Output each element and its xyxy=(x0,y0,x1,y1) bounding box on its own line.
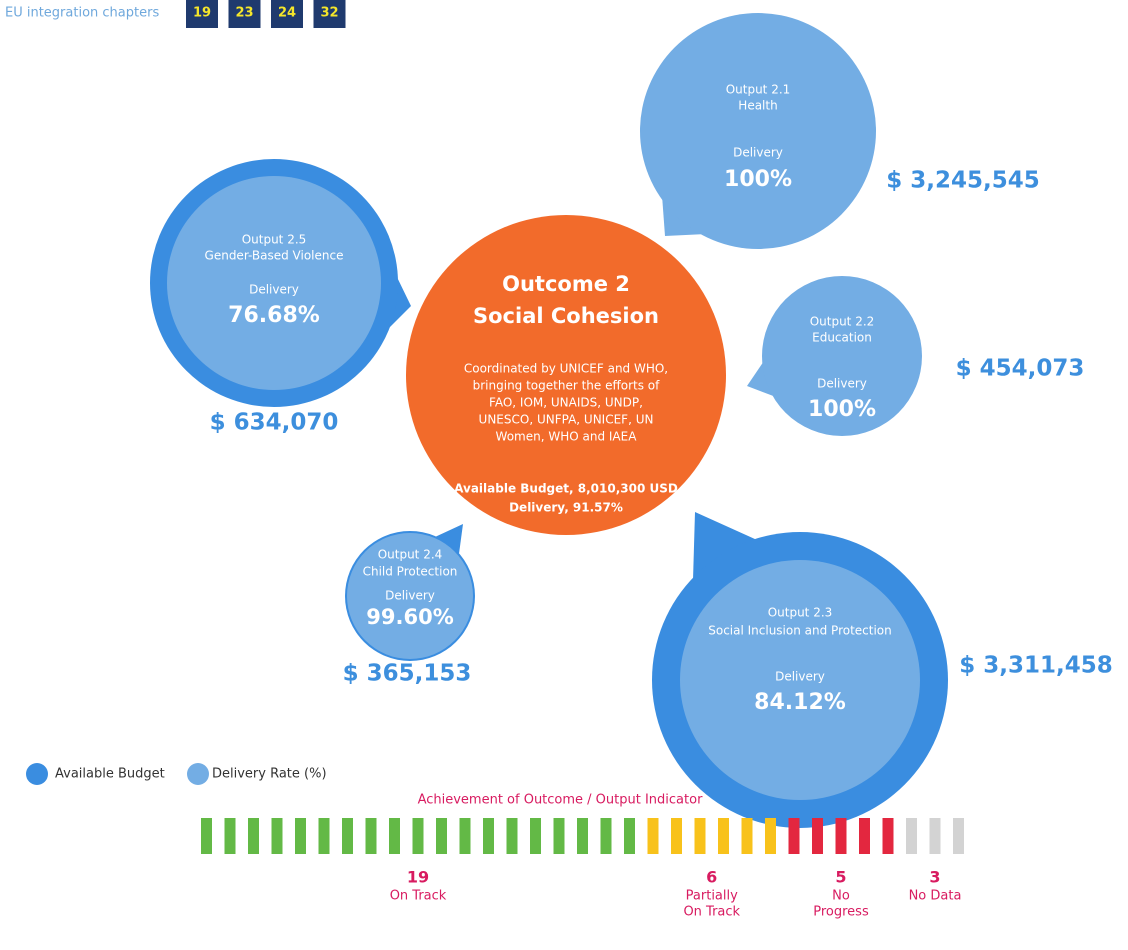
indicator-bar xyxy=(389,818,400,854)
output-name: Output 2.3 xyxy=(768,606,833,620)
delivery-bubble xyxy=(680,560,920,800)
indicator-bar xyxy=(647,818,659,854)
delivery-bubble xyxy=(347,533,473,659)
indicator-bar xyxy=(600,818,612,854)
output-name: Output 2.5 xyxy=(242,233,307,247)
outcome-bubble xyxy=(406,215,726,535)
indicator-count: 5 xyxy=(835,868,846,887)
delivery-value: 100% xyxy=(808,397,876,422)
indicator-label: Partially xyxy=(686,889,738,904)
indicator-bar xyxy=(506,818,518,854)
indicator-bar xyxy=(765,818,776,854)
legend-swatch xyxy=(26,763,48,785)
legend-label: Available Budget xyxy=(55,767,165,782)
delivery-value: 99.60% xyxy=(366,605,453,629)
output-budget: $ 365,153 xyxy=(343,661,472,687)
chapter-number: 19 xyxy=(193,6,211,21)
delivery-label: Delivery xyxy=(385,589,435,603)
output-name: Output 2.4 xyxy=(378,548,443,562)
indicator-bar xyxy=(741,818,753,854)
chapter-number: 24 xyxy=(278,6,296,21)
indicator-count: 19 xyxy=(407,868,429,887)
output-theme: Gender-Based Violence xyxy=(205,249,344,263)
header-label: EU integration chapters xyxy=(5,6,159,21)
delivery-value: 100% xyxy=(724,167,792,192)
output-budget: $ 634,070 xyxy=(210,410,339,436)
indicator-bar xyxy=(553,818,565,854)
indicator-title: Achievement of Outcome / Output Indicato… xyxy=(418,793,704,808)
delivery-label: Delivery xyxy=(733,146,783,160)
indicator-bar xyxy=(694,818,706,854)
chapter-number: 32 xyxy=(320,6,338,21)
outcome-budget: Available Budget, 8,010,300 USD xyxy=(454,482,678,496)
output-name: Output 2.2 xyxy=(810,315,875,329)
chapter-box xyxy=(313,0,346,28)
indicator-count: 3 xyxy=(929,868,940,887)
indicator-bar xyxy=(906,818,917,854)
outcome-title: Social Cohesion xyxy=(473,304,659,328)
output-budget: $ 3,311,458 xyxy=(959,653,1113,679)
chapter-box xyxy=(228,0,261,28)
indicator-bar xyxy=(459,818,471,854)
indicator-bar xyxy=(929,818,941,854)
indicator-bar xyxy=(835,818,847,854)
indicator-bar xyxy=(483,818,494,854)
chapter-box xyxy=(186,0,218,28)
legend-swatch xyxy=(187,763,209,785)
indicator-bar xyxy=(788,818,800,854)
output-name: Output 2.1 xyxy=(726,83,791,97)
indicator-bar xyxy=(859,818,870,854)
delivery-bubble xyxy=(167,176,381,390)
indicator-bar xyxy=(224,818,236,854)
indicator-bar xyxy=(318,818,330,854)
outcome-description: UNESCO, UNFPA, UNICEF, UN xyxy=(479,413,654,427)
output-budget: $ 3,245,545 xyxy=(886,168,1040,194)
output-theme: Social Inclusion and Protection xyxy=(708,624,892,638)
outcome-description: Women, WHO and IAEA xyxy=(496,430,638,444)
output-budget: $ 454,073 xyxy=(956,356,1085,382)
indicator-label: On Track xyxy=(683,905,740,920)
delivery-label: Delivery xyxy=(775,670,825,684)
budget-bubble xyxy=(640,13,876,249)
chapter-box xyxy=(271,0,303,28)
outcome-description: Coordinated by UNICEF and WHO, xyxy=(464,362,668,376)
delivery-value: 76.68% xyxy=(228,303,320,328)
outcome-delivery: Delivery, 91.57% xyxy=(509,501,623,515)
indicator-label: No Data xyxy=(909,889,962,904)
indicator-bar xyxy=(295,818,306,854)
indicator-bar xyxy=(342,818,353,854)
indicator-bar xyxy=(953,818,964,854)
indicator-label: On Track xyxy=(390,889,447,904)
indicator-bar xyxy=(201,818,212,854)
output-theme: Health xyxy=(738,99,777,113)
output-theme: Child Protection xyxy=(363,565,458,579)
indicator-bar xyxy=(365,818,377,854)
legend-label: Delivery Rate (%) xyxy=(212,767,327,782)
indicator-bar xyxy=(671,818,682,854)
indicator-label: No xyxy=(832,889,850,904)
indicator-bar xyxy=(248,818,259,854)
delivery-label: Delivery xyxy=(249,283,299,297)
delivery-label: Delivery xyxy=(817,377,867,391)
indicator-bar xyxy=(436,818,447,854)
output-theme: Education xyxy=(812,331,872,345)
indicator-bar xyxy=(530,818,541,854)
indicator-bar xyxy=(624,818,635,854)
outcome-description: FAO, IOM, UNAIDS, UNDP, xyxy=(489,396,643,410)
indicator-label: Progress xyxy=(813,905,869,920)
indicator-bar xyxy=(412,818,424,854)
indicator-count: 6 xyxy=(706,868,717,887)
chapter-number: 23 xyxy=(235,6,253,21)
indicator-bar xyxy=(812,818,823,854)
indicator-bar xyxy=(718,818,729,854)
delivery-value: 84.12% xyxy=(754,690,846,715)
indicator-bar xyxy=(882,818,894,854)
outcome-description: bringing together the efforts of xyxy=(473,379,661,393)
outcome-title: Outcome 2 xyxy=(502,272,630,296)
indicator-bar xyxy=(577,818,588,854)
indicator-bar xyxy=(271,818,283,854)
budget-bubble xyxy=(762,276,922,436)
